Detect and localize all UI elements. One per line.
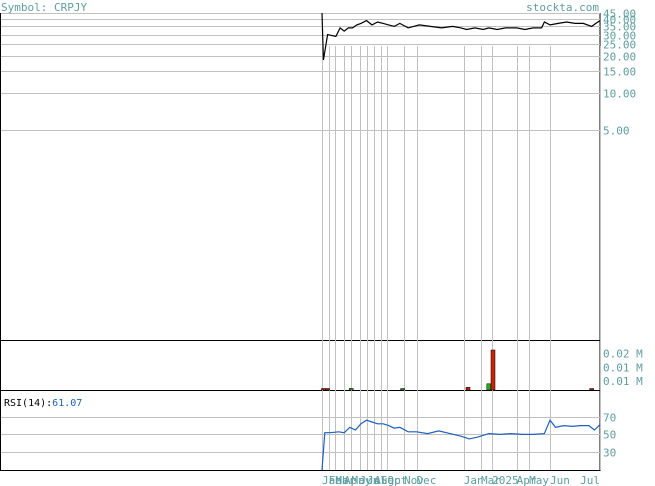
x-tick-label: Oct [387,474,407,486]
volume-bar [490,349,496,391]
x-tick-label: 2025 [492,474,519,486]
price-tick-label: 15.00 [603,66,636,79]
site-label[interactable]: stockta.com [526,1,599,14]
price-tick-label: 45.00 [603,8,636,21]
x-tick-label: Mar [481,474,501,486]
x-tick-label: May [351,474,371,486]
volume-bar [325,388,330,391]
price-tick-label: 35.00 [603,21,636,34]
rsi-tick-label: 70 [603,412,616,425]
rsi-label: RSI(14): [4,398,52,409]
volume-bar [589,388,594,391]
volume-tick-label: 0.02 M [603,348,643,361]
rsi-panel-frame [0,390,601,471]
svg-text:RSI(14):61.07: RSI(14):61.07 [4,398,82,409]
x-tick-label: Jul [580,474,600,486]
rsi-series-line [321,419,601,471]
price-tick-label: 10.00 [603,88,636,101]
x-tick-label: May [529,474,549,486]
rsi-value: 61.07 [52,398,82,409]
x-tick-label: Jun [360,474,380,486]
price-tick-label: 40.00 [603,14,636,27]
symbol-label: Symbol: CRPJY [1,1,87,14]
price-tick-label: 30.00 [603,30,636,43]
volume-tick-label: 0.01 M [603,361,643,374]
volume-bar [465,387,471,391]
volume-bar [348,388,354,391]
rsi-tick-label: 50 [603,429,616,442]
x-tick-label: Jan [322,474,342,486]
x-tick-label: Nov [404,474,424,486]
volume-bar [486,383,492,391]
x-tick-label: Apr [517,474,537,486]
x-tick-label: Feb [329,474,349,486]
rsi-tick-label: 30 [603,447,616,460]
volume-panel-frame [0,340,601,391]
x-tick-label: Dec [417,474,437,486]
x-tick-label: Apr [344,474,364,486]
x-tick-label: Mar [335,474,355,486]
x-tick-label: Aug [374,474,394,486]
x-tick-label: Jan [464,474,484,486]
x-tick-label: Jul [367,474,387,486]
volume-bar [400,388,405,391]
price-tick-label: 20.00 [603,51,636,64]
price-tick-label: 25.00 [603,39,636,52]
price-panel-frame [0,13,601,341]
x-tick-label: Jun [550,474,570,486]
volume-bar [321,388,326,391]
price-series-line [321,12,601,61]
price-tick-label: 5.00 [603,125,630,138]
volume-tick-label: 0.01 M [603,375,643,388]
x-tick-label: Sep [381,474,401,486]
